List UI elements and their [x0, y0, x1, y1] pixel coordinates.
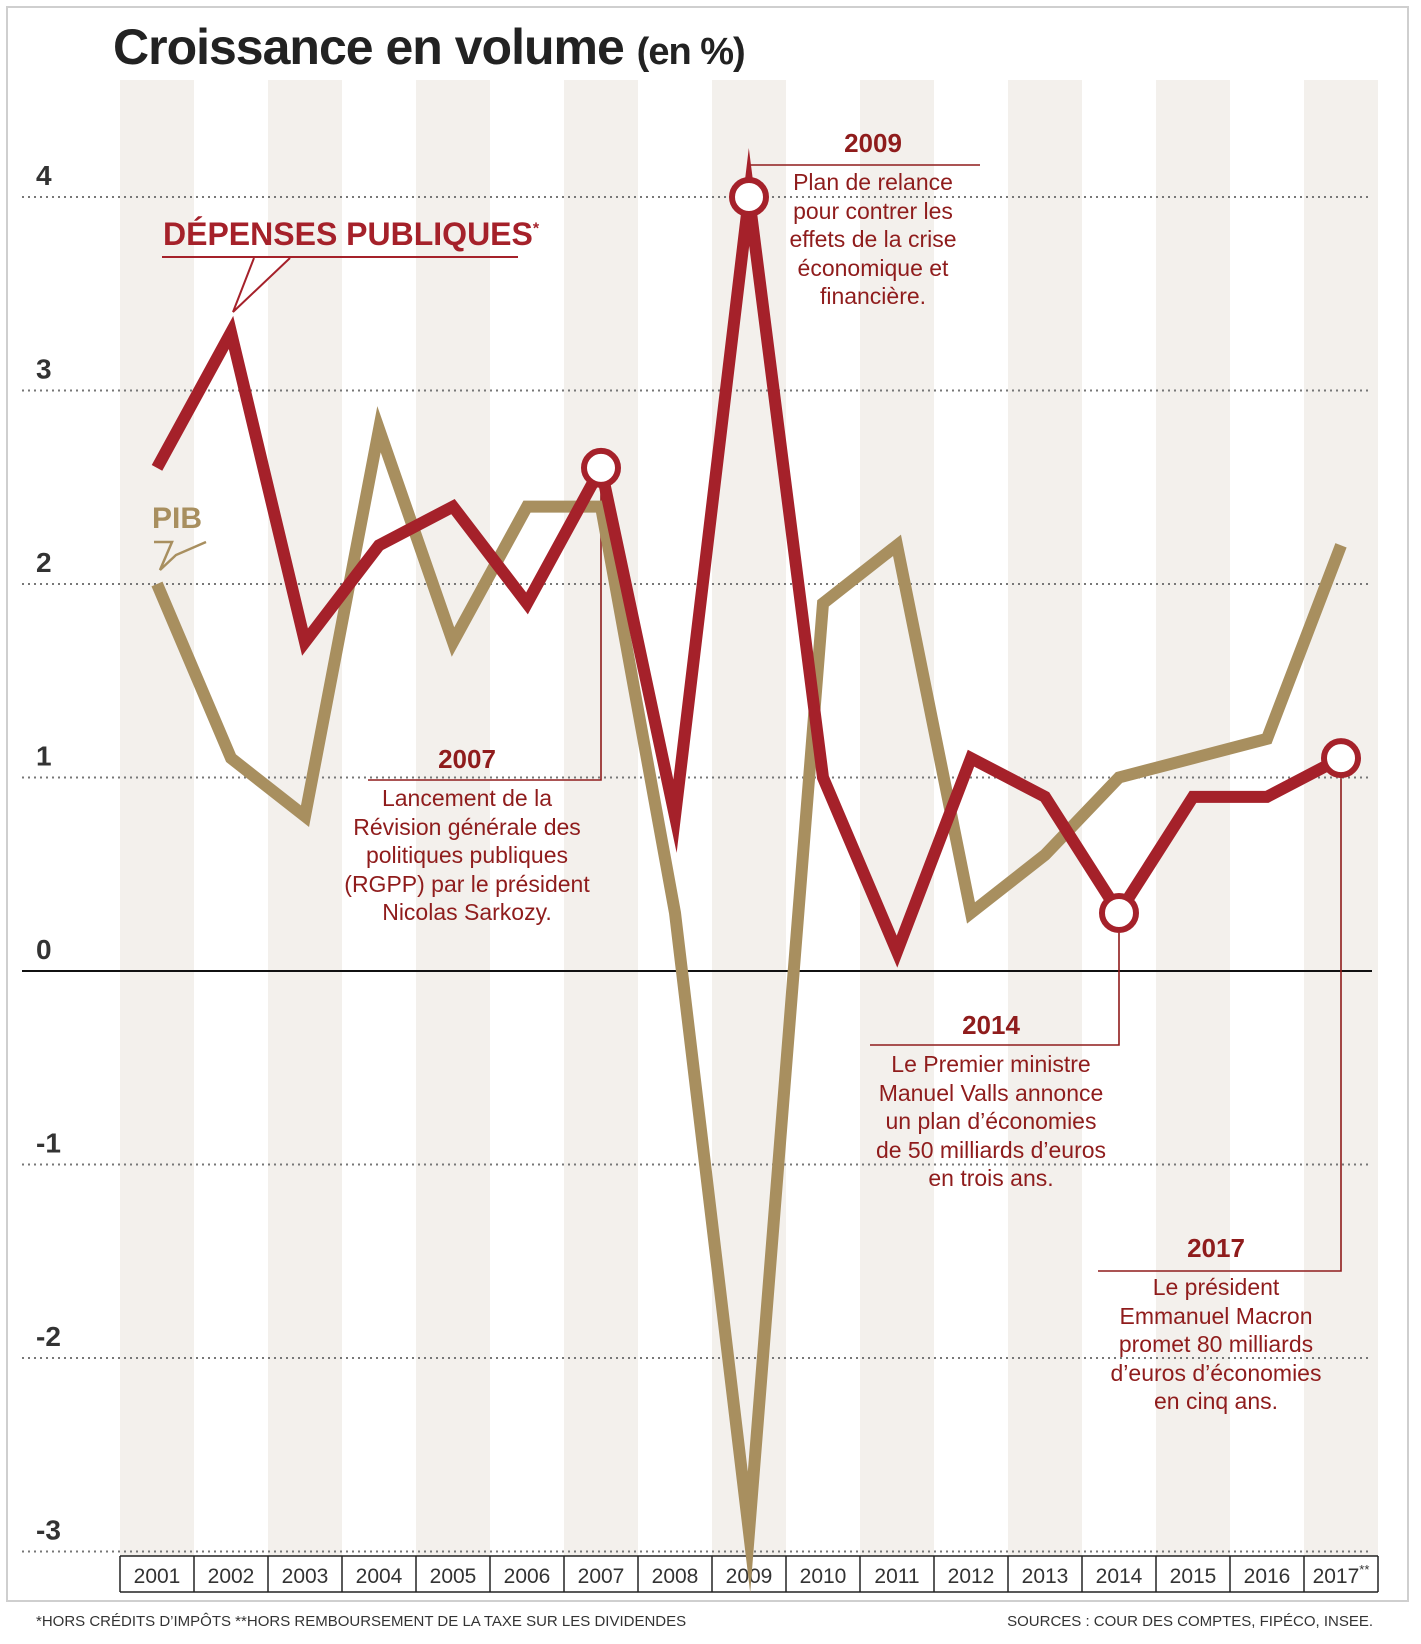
- x-tick-label-2002: 2002: [208, 1565, 255, 1588]
- y-tick-label-3: 3: [36, 354, 52, 385]
- annotation-2007-year: 2007: [438, 744, 496, 774]
- x-tick-label-2014: 2014: [1096, 1565, 1143, 1588]
- callout-pib-pointer: [154, 540, 207, 571]
- x-tick-label-2003: 2003: [282, 1565, 329, 1588]
- x-tick-label-2007: 2007: [578, 1565, 625, 1588]
- x-tick-label-2017: 2017**: [1313, 1562, 1370, 1588]
- highlight-point-2017: [1321, 738, 1361, 779]
- stripe-2007: [564, 80, 638, 1556]
- annotation-2014-text: Le Premier ministre Manuel Valls annonce…: [875, 1051, 1107, 1191]
- annotation-2007-text: Lancement de la Révision générale des po…: [344, 785, 590, 925]
- chart-title: Croissance en volume (en %): [113, 18, 746, 76]
- series-line-pib: [151, 406, 1347, 1593]
- x-tick-label-2011: 2011: [874, 1565, 919, 1588]
- legend-pib: PIB: [152, 502, 203, 535]
- legend-depenses-label: DÉPENSES PUBLIQUES: [163, 216, 533, 252]
- stripe-2015: [1156, 80, 1230, 1556]
- stripe-2011: [860, 80, 934, 1556]
- annotation-2014-year: 2014: [962, 1010, 1020, 1040]
- x-axis: 2001 2002 2003 2004 2005 2006 2007 2008 2009 2010…: [119, 1555, 1379, 1593]
- y-tick-label-1: 1: [36, 741, 52, 772]
- title-main: Croissance en volume: [113, 19, 625, 75]
- y-tick-label--2: -2: [36, 1321, 61, 1352]
- y-tick-label-0: 0: [36, 934, 52, 965]
- column-stripes: [120, 80, 1378, 1556]
- stripe-2005: [416, 80, 490, 1556]
- highlight-point-2009: [729, 177, 769, 217]
- x-tick-label-2006: 2006: [504, 1565, 551, 1588]
- y-tick-label-4: 4: [36, 160, 52, 191]
- x-tick-mark: **: [1359, 1562, 1369, 1577]
- highlight-markers: [581, 177, 1361, 933]
- y-tick-label--1: -1: [36, 1128, 61, 1159]
- highlight-point-2014: [1099, 892, 1139, 933]
- sources: SOURCES : COUR DES COMPTES, FIPÉCO, INSE…: [1007, 1613, 1373, 1630]
- x-tick-label-2012: 2012: [948, 1565, 995, 1588]
- stripe-2013: [1008, 80, 1082, 1556]
- y-tick-label-2: 2: [36, 547, 52, 578]
- title-unit: (en %): [636, 31, 746, 73]
- annotation-2017-year: 2017: [1187, 1233, 1245, 1263]
- footnote: *HORS CRÉDITS D’IMPÔTS **HORS REMBOURSEM…: [36, 1613, 687, 1630]
- annotation-2009-text: Plan de relance pour contrer les effets …: [789, 169, 957, 309]
- legend-depenses-mark: *: [532, 220, 540, 238]
- legend-depenses-publiques: DÉPENSES PUBLIQUES*: [163, 216, 539, 253]
- stripe-2001: [120, 80, 194, 1556]
- x-tick-label-2010: 2010: [800, 1565, 847, 1588]
- x-tick-label-2004: 2004: [356, 1565, 403, 1588]
- annotation-2009-year: 2009: [844, 128, 902, 158]
- x-tick-label-2008: 2008: [652, 1565, 699, 1588]
- y-tick-label--3: -3: [36, 1515, 61, 1546]
- leader-2014: [870, 932, 1120, 1046]
- leader-2007: [368, 487, 602, 781]
- leader-2017: [1098, 778, 1342, 1272]
- x-tick-label-2001: 2001: [134, 1565, 181, 1588]
- x-tick-label-2005: 2005: [430, 1565, 477, 1588]
- x-tick-label-2016: 2016: [1244, 1565, 1291, 1588]
- y-axis: 4 3 2 1 0 -1 -2 -3: [36, 160, 61, 1546]
- annotation-2017-text: Le président Emmanuel Macron promet 80 m…: [1110, 1274, 1322, 1414]
- x-tick-label-2015: 2015: [1170, 1565, 1217, 1588]
- highlight-point-2007: [581, 447, 621, 488]
- series-callouts: [154, 256, 518, 571]
- callout-depenses-pointer: [232, 257, 291, 313]
- x-tick-label-2013: 2013: [1022, 1565, 1069, 1588]
- gridlines: [22, 196, 1372, 1553]
